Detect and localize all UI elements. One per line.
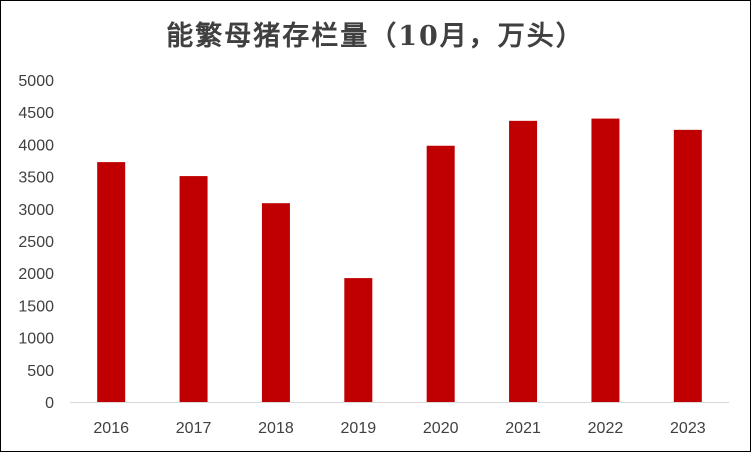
y-tick-label: 4000 — [18, 137, 54, 154]
y-tick-label: 4500 — [18, 105, 54, 122]
bar-2023 — [673, 129, 702, 403]
x-tick-label: 2018 — [258, 420, 294, 437]
x-tick-label: 2022 — [588, 420, 624, 437]
bar-2021 — [509, 120, 538, 403]
bar-2019 — [344, 278, 373, 402]
bar-2017 — [179, 176, 208, 402]
x-axis-ticks: 2016 2017 2018 2019 2020 2021 2022 2023 — [93, 420, 705, 437]
y-tick-label: 1500 — [18, 298, 54, 315]
x-tick-label: 2023 — [670, 420, 706, 437]
y-axis-ticks: 0 500 1000 1500 2000 2500 3000 3500 4000 4500 5000 — [18, 73, 54, 412]
bars — [97, 118, 702, 403]
bar-2022 — [591, 118, 620, 403]
y-tick-label: 2500 — [18, 234, 54, 251]
x-tick-label: 2019 — [341, 420, 377, 437]
bar-2020 — [426, 145, 455, 403]
x-tick-label: 2017 — [176, 420, 212, 437]
bar-2016 — [97, 162, 126, 402]
x-tick-label: 2016 — [93, 420, 129, 437]
x-tick-label: 2021 — [505, 420, 541, 437]
y-tick-label: 2000 — [18, 266, 54, 283]
y-tick-label: 3500 — [18, 170, 54, 187]
chart-title: 能繁母猪存栏量（10月，万头） — [166, 21, 585, 52]
x-tick-label: 2020 — [423, 420, 459, 437]
y-tick-label: 5000 — [18, 73, 54, 90]
y-tick-label: 500 — [27, 363, 54, 380]
y-tick-label: 3000 — [18, 202, 54, 219]
y-tick-label: 1000 — [18, 331, 54, 348]
bar-2018 — [261, 203, 290, 402]
y-tick-label: 0 — [45, 395, 54, 412]
